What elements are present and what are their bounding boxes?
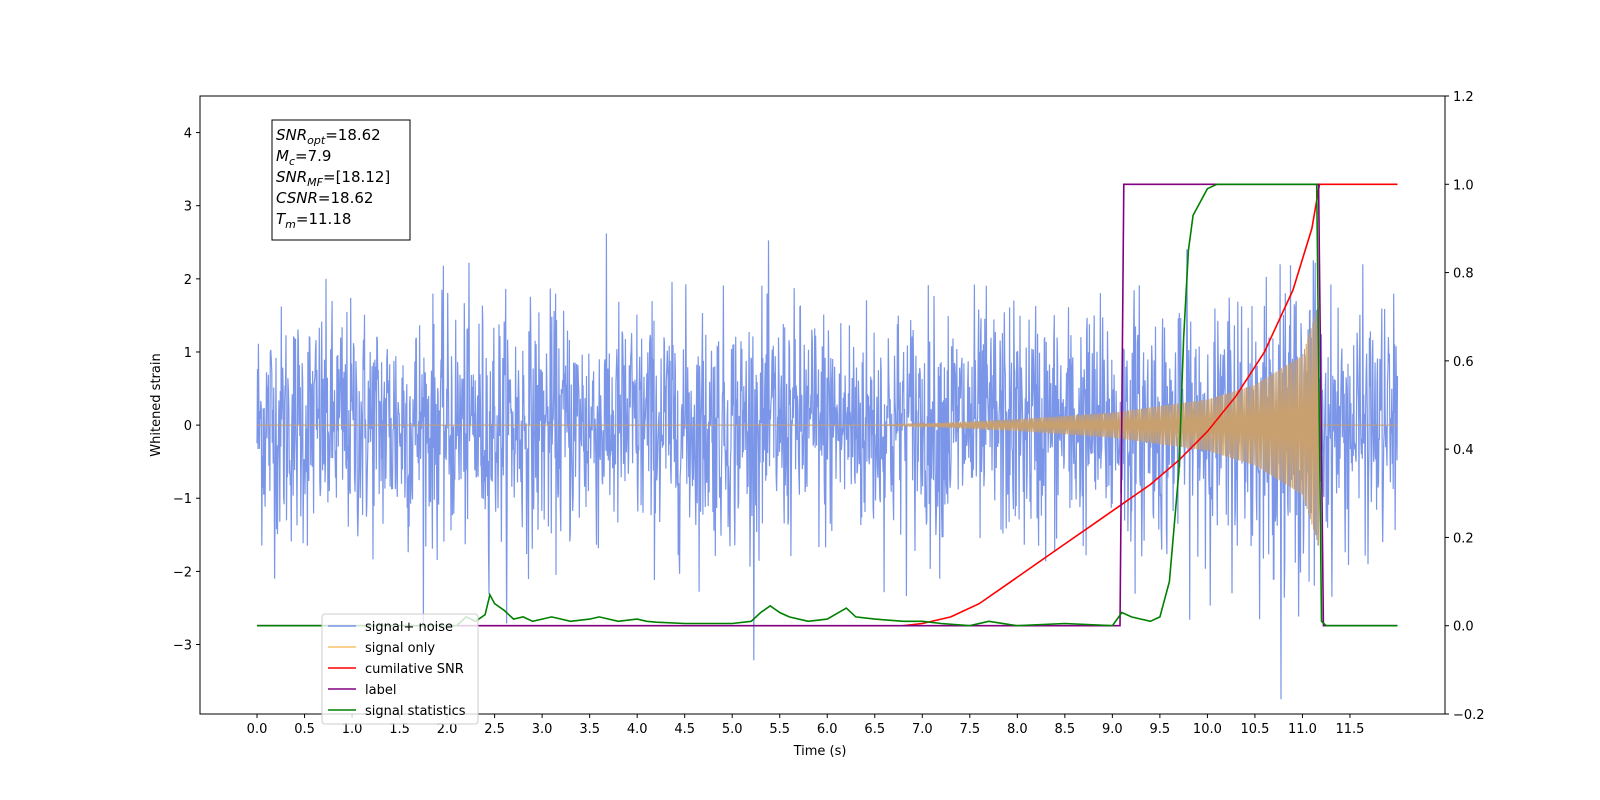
x-tick-label: 4.5 bbox=[674, 722, 695, 737]
legend-label: signal+ noise bbox=[365, 620, 453, 635]
y-left-tick-label: 1 bbox=[184, 346, 192, 361]
y-right-tick-label: 0.8 bbox=[1453, 267, 1474, 282]
y-right-tick-label: 1.0 bbox=[1453, 178, 1474, 193]
x-tick-label: 6.0 bbox=[817, 722, 838, 737]
x-tick-label: 3.5 bbox=[579, 722, 600, 737]
x-tick-label: 5.5 bbox=[769, 722, 790, 737]
annotation-box: SNRopt=18.62Mc=7.9SNRMF=[18.12]CSNR=18.6… bbox=[271, 119, 411, 241]
y-left-axis-ticks: 4 3 2 1 0 −1 −2 −3 bbox=[173, 127, 200, 654]
y-right-axis-ticks: 1.2 1.0 0.8 0.6 0.4 0.2 0.0 −0.2 bbox=[1445, 90, 1485, 723]
legend-label: label bbox=[365, 683, 396, 698]
y-left-tick-label: −1 bbox=[173, 492, 192, 507]
x-tick-label: 0.0 bbox=[247, 722, 268, 737]
x-tick-label: 7.0 bbox=[912, 722, 933, 737]
annotation-line: CSNR=18.62 bbox=[276, 189, 373, 207]
series-signal-statistics bbox=[257, 183, 1398, 627]
y-left-tick-label: −2 bbox=[173, 565, 192, 580]
x-tick-label: 10.5 bbox=[1240, 722, 1269, 737]
annotation-line: SNRopt=18.62 bbox=[276, 126, 381, 147]
x-tick-label: 1.5 bbox=[389, 722, 410, 737]
x-tick-label: 2.5 bbox=[484, 722, 505, 737]
x-axis-label: Time (s) bbox=[793, 744, 847, 759]
series-signal-noise bbox=[256, 233, 1399, 700]
x-tick-label: 5.0 bbox=[722, 722, 743, 737]
series-signal-only bbox=[257, 307, 1398, 546]
x-tick-label: 3.0 bbox=[532, 722, 553, 737]
y-right-tick-label: 1.2 bbox=[1453, 90, 1474, 105]
x-tick-label: 11.0 bbox=[1288, 722, 1317, 737]
annotation-line: Mc=7.9 bbox=[276, 147, 331, 168]
x-tick-label: 6.5 bbox=[864, 722, 885, 737]
legend: signal+ noise signal only cumilative SNR la… bbox=[321, 613, 479, 725]
x-tick-label: 9.5 bbox=[1150, 722, 1171, 737]
legend-frame bbox=[321, 613, 479, 725]
legend-label: cumilative SNR bbox=[365, 662, 464, 677]
annotation-line: Tm=11.18 bbox=[276, 210, 351, 231]
series-layer bbox=[256, 183, 1399, 700]
x-tick-label: 7.5 bbox=[959, 722, 980, 737]
x-tick-label: 10.0 bbox=[1193, 722, 1222, 737]
x-tick-label: 4.0 bbox=[627, 722, 648, 737]
x-axis-ticks: 0.0 0.5 1.0 1.5 2.0 2.5 3.0 3.5 4.0 4.5 5.0 5.5 6.0 6… bbox=[247, 714, 1364, 737]
legend-label: signal statistics bbox=[365, 704, 466, 719]
y-right-tick-label: −0.2 bbox=[1453, 708, 1485, 723]
x-tick-label: 8.5 bbox=[1055, 722, 1076, 737]
x-tick-label: 0.5 bbox=[294, 722, 315, 737]
x-tick-label: 1.0 bbox=[342, 722, 363, 737]
y-right-tick-label: 0.0 bbox=[1453, 620, 1474, 635]
x-tick-label: 11.5 bbox=[1335, 722, 1364, 737]
legend-label: signal only bbox=[365, 641, 435, 656]
y-left-tick-label: 3 bbox=[184, 200, 192, 215]
y-right-tick-label: 0.2 bbox=[1453, 531, 1474, 546]
y-left-tick-label: −3 bbox=[173, 639, 192, 654]
annotation-frame bbox=[271, 119, 411, 241]
x-tick-label: 9.0 bbox=[1102, 722, 1123, 737]
y-right-tick-label: 0.6 bbox=[1453, 355, 1474, 370]
x-tick-label: 8.0 bbox=[1007, 722, 1028, 737]
annotation-line: SNRMF=[18.12] bbox=[276, 168, 390, 189]
x-tick-label: 2.0 bbox=[437, 722, 458, 737]
y-left-tick-label: 2 bbox=[184, 273, 192, 288]
y-left-tick-label: 4 bbox=[184, 127, 192, 142]
y-left-tick-label: 0 bbox=[184, 419, 192, 434]
y-axis-label: Whitened strain bbox=[149, 353, 164, 456]
y-right-tick-label: 0.4 bbox=[1453, 443, 1474, 458]
